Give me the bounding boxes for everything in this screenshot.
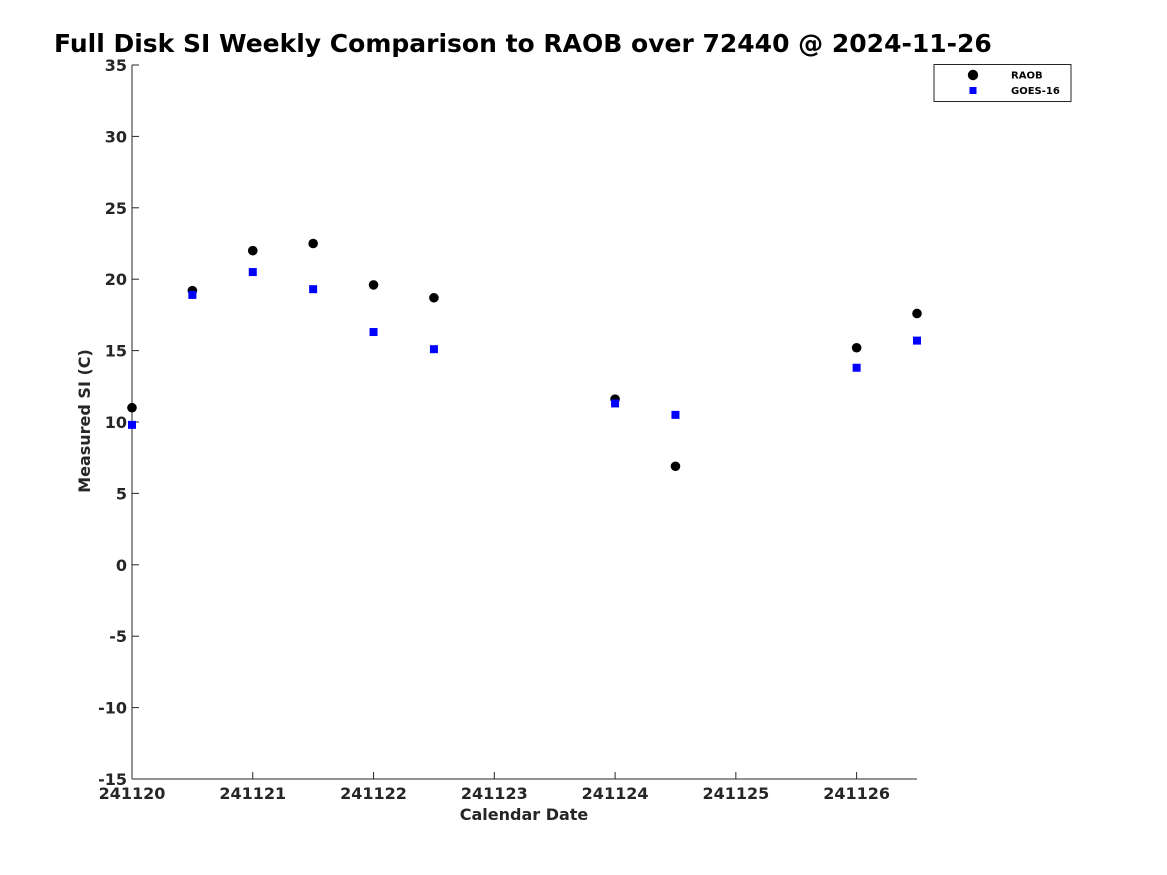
x-tick-label: 241122 xyxy=(340,784,407,803)
data-marks xyxy=(127,238,922,472)
data-point xyxy=(851,342,862,353)
y-tick-label: -10 xyxy=(98,699,127,718)
legend-label-2: GOES-16 xyxy=(1011,86,1060,97)
x-tick-label: 241124 xyxy=(582,784,649,803)
x-tick-label: 241125 xyxy=(702,784,769,803)
legend-label-1: RAOB xyxy=(1011,71,1043,82)
y-tick-label: 30 xyxy=(105,127,127,146)
y-tick-label: -5 xyxy=(109,627,127,646)
legend-box xyxy=(933,64,1072,102)
data-point xyxy=(309,285,318,294)
data-point xyxy=(852,363,861,372)
y-axis-label: Measured SI (C) xyxy=(75,349,94,493)
data-point xyxy=(671,410,680,419)
data-point xyxy=(611,399,620,408)
data-point xyxy=(248,268,257,277)
data-point xyxy=(429,345,438,354)
legend: RAOB GOES-16 xyxy=(933,64,1072,102)
legend-marker-2 xyxy=(969,87,977,94)
y-tick-label: 25 xyxy=(105,199,127,218)
data-point xyxy=(128,420,136,429)
data-point xyxy=(127,402,137,413)
data-point xyxy=(429,292,439,303)
y-tick-label: 0 xyxy=(116,556,127,575)
x-tick-label: 241123 xyxy=(461,784,528,803)
y-tick-label: 20 xyxy=(105,270,127,289)
y-tick-label: 35 xyxy=(105,56,127,75)
y-tick-label: -15 xyxy=(98,770,127,789)
x-tick-label: 241120 xyxy=(99,784,166,803)
x-tick-label: 241121 xyxy=(219,784,286,803)
y-tick-label: 5 xyxy=(116,484,127,503)
data-point xyxy=(188,290,197,299)
data-point xyxy=(913,336,921,345)
data-point xyxy=(368,280,379,290)
series-goes-16 xyxy=(128,268,921,429)
data-point xyxy=(369,328,378,337)
data-point xyxy=(247,245,258,256)
series-raob xyxy=(127,238,922,472)
data-point xyxy=(670,461,681,472)
data-point xyxy=(308,238,318,249)
y-tick-label: 10 xyxy=(105,413,127,432)
y-tick-label: 15 xyxy=(105,342,127,361)
x-axis-label: Calendar Date xyxy=(460,805,589,824)
x-tick-label: 241126 xyxy=(823,784,890,803)
chart-title: Full Disk SI Weekly Comparison to RAOB o… xyxy=(54,29,992,58)
data-point xyxy=(912,308,922,319)
legend-marker-1 xyxy=(967,69,979,81)
